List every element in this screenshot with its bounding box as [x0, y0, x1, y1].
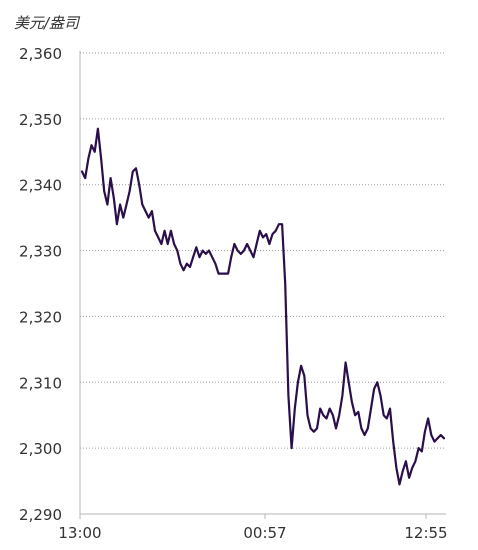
y-tick-labels: 2,290 2,300 2,310 2,320 2,330 2,340 2,350 2,360: [19, 45, 62, 524]
y-tick-label: 2,340: [19, 177, 62, 195]
x-tick-label: 12:55: [404, 524, 447, 542]
x-tick-label: 00:57: [243, 524, 286, 542]
y-tick-label: 2,310: [19, 374, 62, 392]
y-tick-label: 2,300: [19, 440, 62, 458]
axes: [79, 51, 446, 519]
y-tick-label: 2,290: [19, 506, 62, 524]
series-line: [80, 127, 446, 486]
grid-lines: [80, 52, 446, 449]
y-tick-label: 2,330: [19, 243, 62, 261]
series-layer: [80, 127, 446, 486]
y-tick-label: 2,360: [19, 45, 62, 63]
y-tick-label: 2,350: [19, 111, 62, 129]
x-tick-label: 13:00: [58, 524, 101, 542]
y-axis-unit-label: 美元/盎司: [14, 14, 80, 32]
y-tick-label: 2,320: [19, 308, 62, 326]
x-tick-labels: 13:00 00:57 12:55: [58, 524, 447, 542]
